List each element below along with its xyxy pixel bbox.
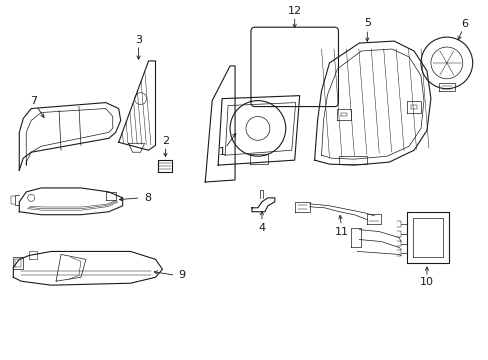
Text: 3: 3	[135, 35, 142, 45]
Text: 11: 11	[334, 226, 348, 237]
Text: 1: 1	[218, 147, 225, 157]
Text: 7: 7	[30, 96, 37, 105]
Text: 8: 8	[143, 193, 151, 203]
Text: 4: 4	[258, 222, 265, 233]
Text: 2: 2	[162, 136, 169, 146]
Text: 5: 5	[363, 18, 370, 28]
Text: 9: 9	[178, 270, 184, 280]
Text: 12: 12	[287, 6, 301, 16]
Text: 6: 6	[460, 19, 468, 29]
Text: 10: 10	[419, 277, 433, 287]
